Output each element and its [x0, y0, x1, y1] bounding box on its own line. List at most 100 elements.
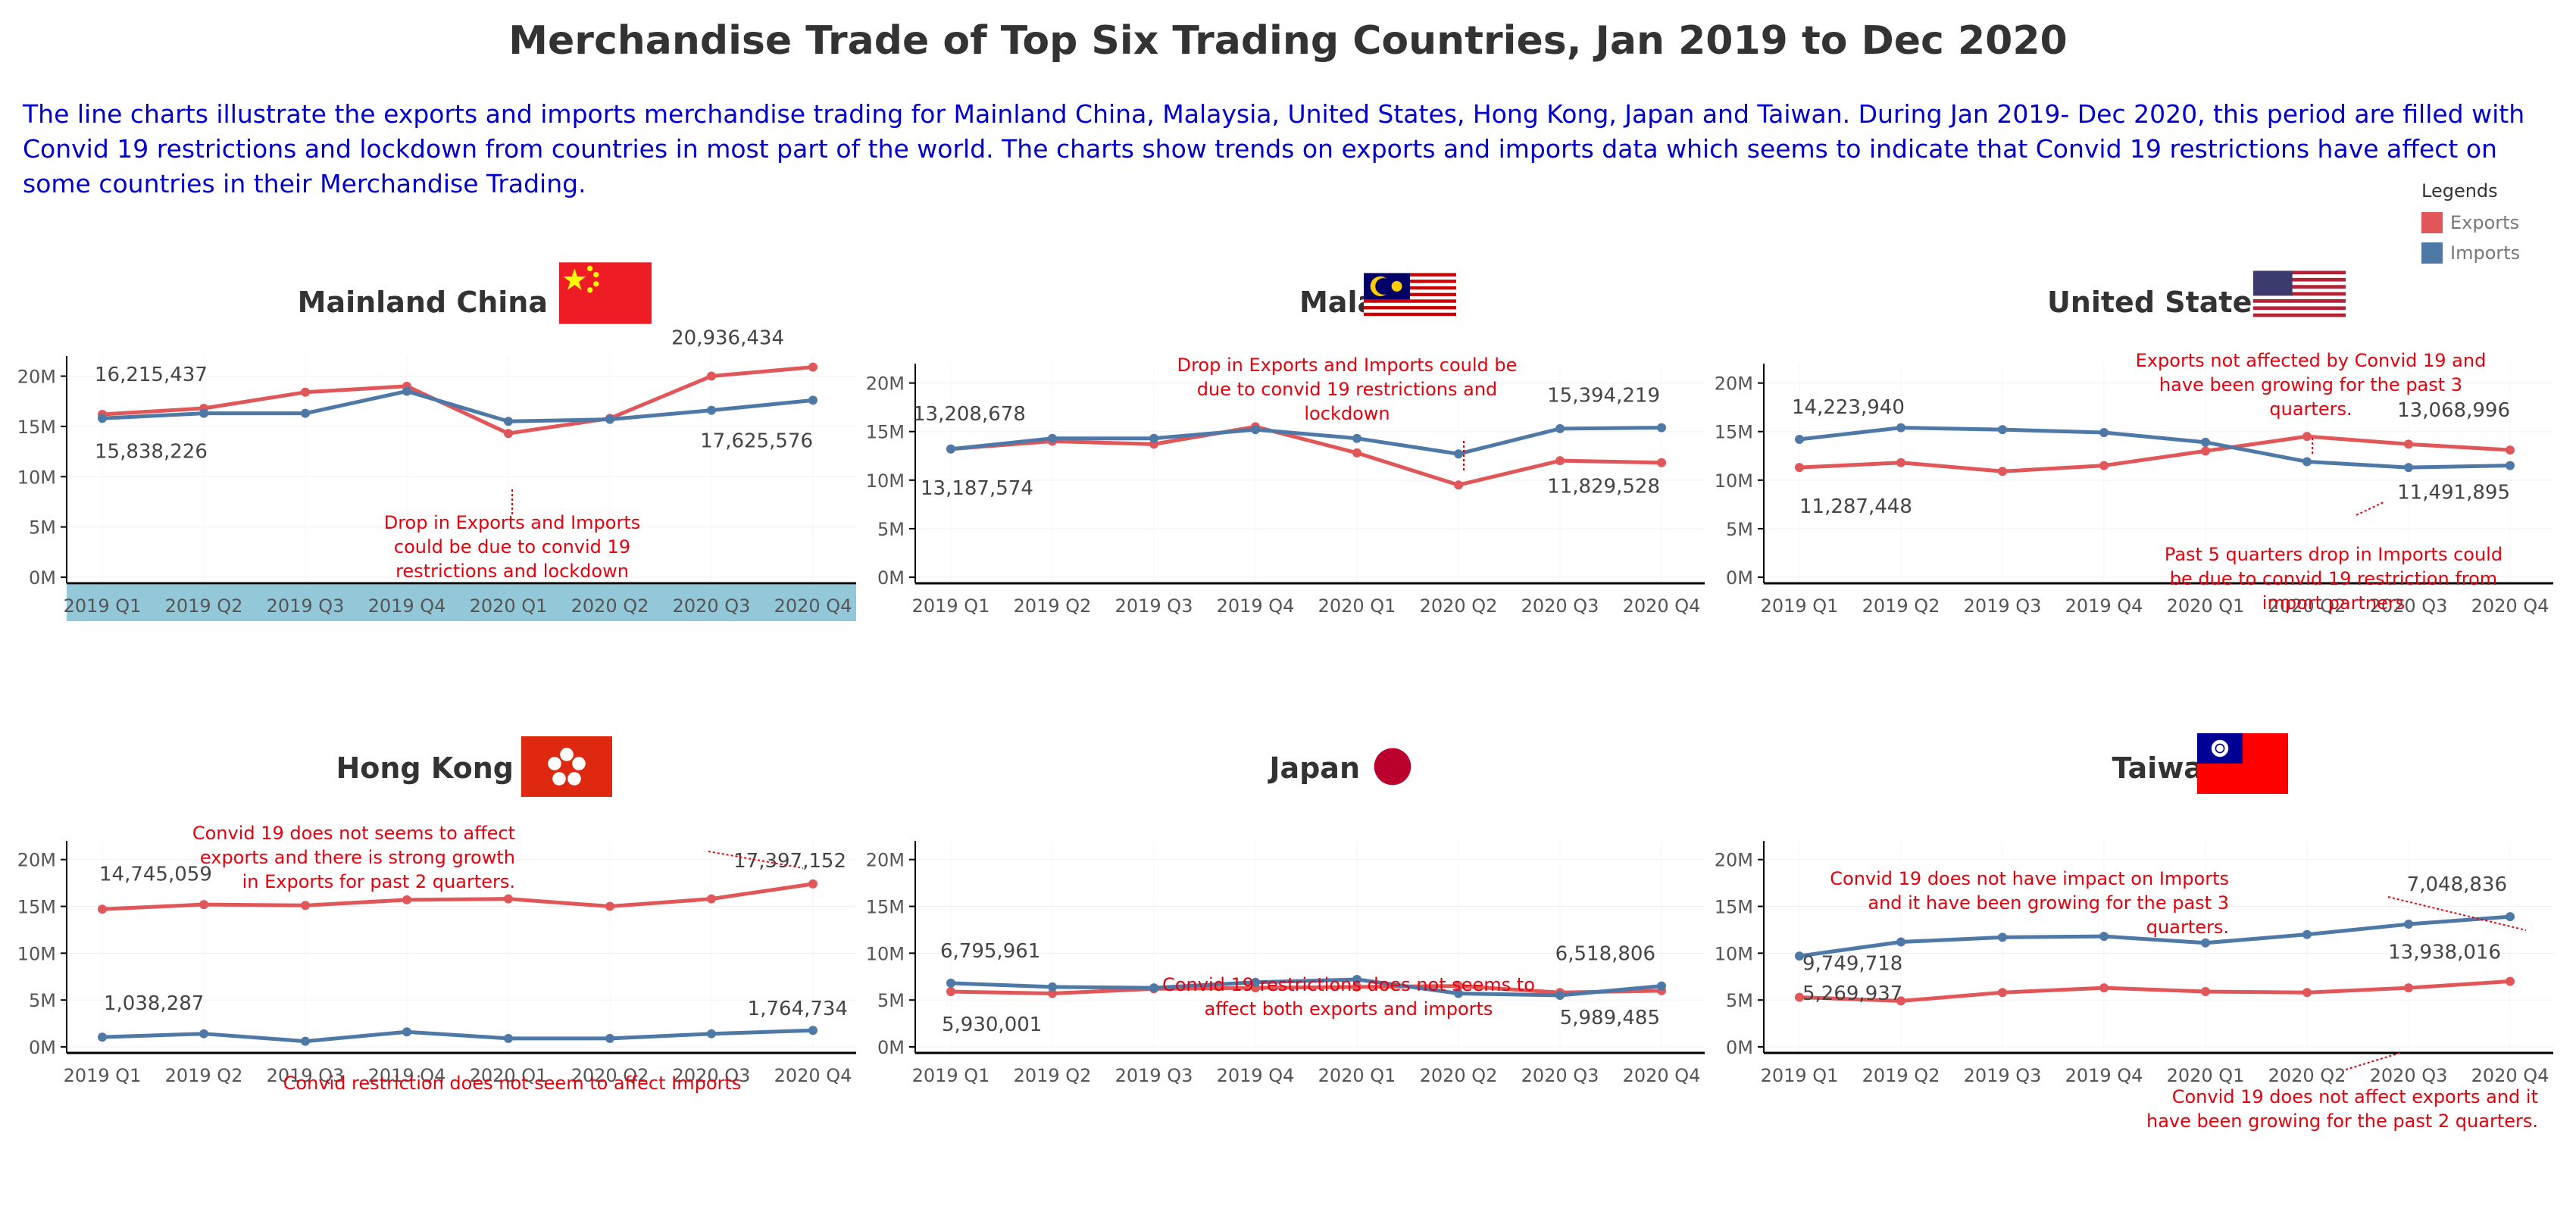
panel-united-states: United States 0M 5M 10M 15M 20M 2019 Q1 2019 Q…	[1697, 250, 2561, 742]
data-point-imports	[98, 1032, 107, 1042]
annotation-text: be due to convid 19 restriction from	[2170, 568, 2497, 589]
annotation-text: affect both exports and imports	[1205, 998, 1493, 1020]
annotation-text: Past 5 quarters drop in Imports could	[2165, 544, 2503, 565]
data-point-imports	[1998, 932, 2007, 942]
data-label: 11,287,448	[1799, 495, 1912, 518]
x-tick-label: 2019 Q2	[1862, 595, 1940, 617]
x-tick-label: 2020 Q1	[470, 595, 548, 617]
annotation-text: have been growing for the past 2 quarter…	[2146, 1110, 2538, 1132]
y-tick-label: 5M	[29, 517, 56, 539]
annotation-text: Exports not affected by Convid 19 and	[2136, 350, 2487, 371]
data-point-exports	[808, 362, 818, 372]
annotation-text: Convid 19 does not have impact on Import…	[1830, 868, 2229, 889]
data-point-imports	[1795, 951, 1804, 961]
data-point-exports	[2201, 987, 2210, 997]
data-point-imports	[1454, 989, 1463, 998]
series-line-imports	[950, 977, 1662, 998]
data-point-imports	[1896, 937, 1905, 947]
chart-japan: 0M 5M 10M 15M 20M 2019 Q1 2019 Q2 2019 Q3 2019 Q…	[866, 841, 1705, 1086]
legend-label-exports: Exports	[2450, 212, 2520, 233]
legend-swatch-imports	[2421, 242, 2443, 264]
y-tick-label: 15M	[1715, 422, 1753, 443]
x-tick-label: 2019 Q4	[368, 595, 446, 617]
panel-hong-kong: Hong Kong 0M 5M 10M 15M 20M 2019 Q1 2019 Q2 201…	[0, 720, 864, 1212]
x-tick-label: 2019 Q4	[2065, 1065, 2143, 1086]
annotation-text: import partners	[2262, 592, 2405, 614]
data-label: 14,745,059	[99, 863, 212, 886]
series-line-imports	[1799, 426, 2511, 470]
data-label: 7,048,836	[2407, 873, 2507, 896]
legend-item-imports[interactable]: Imports	[2421, 238, 2520, 268]
data-point-exports	[2404, 439, 2413, 449]
data-point-imports	[1657, 423, 1666, 433]
data-point-exports	[1998, 467, 2007, 476]
data-point-imports	[1555, 991, 1565, 1000]
y-tick-label: 5M	[877, 519, 905, 540]
x-tick-label: 2020 Q3	[1521, 595, 1599, 617]
annotation-text: quarters.	[2146, 917, 2229, 938]
y-tick-label: 0M	[29, 1037, 56, 1058]
annotation-text: could be due to convid 19	[394, 536, 630, 558]
y-tick-label: 20M	[866, 373, 905, 395]
x-axis-highlight-band	[67, 585, 856, 621]
x-tick-label: 2020 Q2	[571, 1065, 649, 1086]
x-tick-label: 2019 Q1	[64, 1065, 142, 1086]
data-point-imports	[2302, 929, 2312, 939]
x-tick-label: 2020 Q1	[1318, 1065, 1396, 1086]
x-tick-label: 2019 Q4	[368, 1065, 446, 1086]
page-description: The line charts illustrate the exports a…	[23, 99, 2525, 198]
x-tick-label: 2019 Q1	[912, 1065, 990, 1086]
data-point-imports	[2506, 912, 2515, 922]
x-tick-label: 2020 Q4	[2471, 1065, 2549, 1086]
data-point-imports	[1352, 433, 1361, 443]
x-tick-label: 2020 Q1	[2167, 595, 2245, 617]
data-point-exports	[1795, 463, 1804, 473]
china-flag-icon	[559, 262, 652, 324]
data-label: 11,491,895	[2397, 482, 2510, 504]
y-tick-label: 5M	[1726, 519, 1753, 540]
y-tick-label: 15M	[866, 897, 905, 918]
data-point-exports	[2302, 988, 2312, 998]
series-line-exports	[102, 365, 814, 436]
legend-item-exports[interactable]: Exports	[2421, 208, 2520, 238]
data-label: 13,187,574	[921, 477, 1033, 500]
data-point-imports	[605, 414, 614, 424]
y-tick-label: 10M	[17, 943, 56, 964]
data-point-exports	[1896, 458, 1905, 467]
y-tick-label: 10M	[17, 467, 56, 488]
annotation-text: Drop in Exports and Imports could be	[1177, 355, 1518, 376]
data-point-imports	[1555, 423, 1565, 433]
chart-malaysia: 0M 5M 10M 15M 20M 2019 Q1 2019 Q2 2019 Q3 2019 Q…	[866, 355, 1705, 617]
series-line-exports	[1799, 434, 2511, 473]
data-point-imports	[504, 417, 513, 426]
data-point-imports	[402, 1027, 411, 1037]
data-label: 6,795,961	[940, 940, 1040, 963]
panel-taiwan: Taiwan 0M 5M 10M 15M 20M 2019 Q1 2019 Q2 2019 Q…	[1697, 720, 2561, 1212]
annotation-leader-line	[2345, 1052, 2401, 1070]
data-point-exports	[301, 901, 310, 911]
y-tick-label: 0M	[877, 567, 905, 589]
data-point-imports	[2099, 428, 2109, 438]
x-tick-label: 2020 Q2	[1420, 1065, 1498, 1086]
data-label: 5,989,485	[1560, 1007, 1660, 1029]
x-tick-label: 2019 Q3	[267, 1065, 345, 1086]
malaysia-flag-icon	[1364, 273, 1456, 320]
y-tick-label: 20M	[17, 850, 56, 871]
annotation-text: Convid restriction does not seem to affe…	[283, 1073, 742, 1094]
data-point-imports	[1149, 983, 1158, 993]
data-point-imports	[1251, 977, 1260, 987]
x-tick-label: 2020 Q4	[1623, 1065, 1701, 1086]
x-tick-label: 2019 Q2	[1014, 595, 1092, 617]
data-point-exports	[1454, 480, 1463, 490]
chart-mainland-china: 0M 5M 10M 15M 20M 2019 Q1 2019 Q2 2019 Q3 2019 Q…	[17, 327, 856, 621]
x-tick-label: 2020 Q1	[470, 1065, 548, 1086]
y-tick-label: 0M	[1726, 567, 1753, 589]
data-label: 17,397,152	[733, 850, 846, 873]
data-point-imports	[199, 408, 208, 418]
page-title: Merchandise Trade of Top Six Trading Cou…	[508, 18, 2068, 64]
data-point-imports	[707, 405, 716, 415]
y-tick-label: 15M	[17, 417, 56, 438]
series-line-exports	[950, 424, 1662, 487]
y-tick-label: 10M	[866, 943, 905, 964]
